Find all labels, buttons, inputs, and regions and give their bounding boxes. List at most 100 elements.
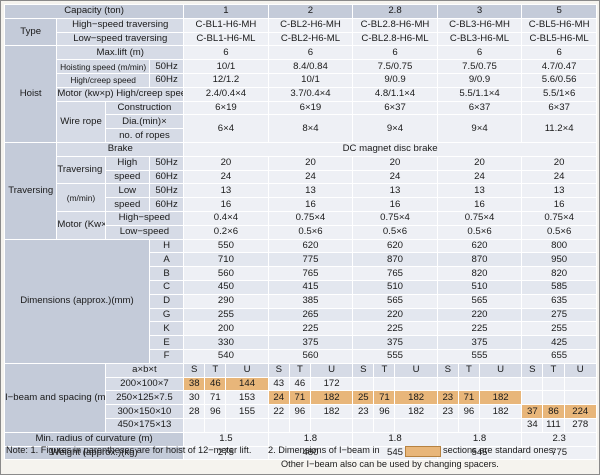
trav-high-60-row: speed 60Hz 24 24 24 24 24	[5, 169, 597, 185]
ibeam-spacing-value: 71	[373, 390, 396, 406]
model-cell: C-BL1-H6-MH	[183, 17, 269, 33]
dimension-key: D	[148, 293, 185, 309]
construction-value: 6×19	[183, 100, 269, 116]
dimensions-label: Dimensions (approx.)(mm)	[4, 238, 150, 364]
stu-header: U	[563, 362, 598, 378]
ibeam-spacing-value: 182	[478, 390, 523, 406]
ibeam-label: I−beam and spacing (mm)	[4, 362, 106, 433]
speed-value: 12/1.2	[183, 72, 269, 88]
note-2-cont: sections are standard ones.	[443, 445, 556, 455]
model-cell: C-BL5-H6-ML	[521, 31, 597, 47]
capacity-value: 2	[267, 4, 354, 19]
ibeam-spacing-value: 182	[309, 390, 354, 406]
low-speed-label: Low−speed	[104, 224, 185, 240]
speed-label: speed	[104, 169, 150, 185]
ibeam-spacing-value	[267, 417, 290, 433]
dia-value: 11.2×4	[521, 114, 597, 143]
ibeam-size: 450×175×13	[104, 417, 185, 433]
ibeam-spacing-value: 96	[373, 404, 396, 419]
dimension-value: 635	[521, 293, 597, 309]
ibeam-spacing-value: 71	[204, 390, 227, 406]
highlight-swatch	[405, 446, 441, 457]
trav-high-50-row: Traversing motor High 50Hz 20 20 20 20 2…	[5, 155, 597, 185]
capacity-value: 3	[436, 4, 523, 19]
motor-kw-value: 0.5×6	[352, 224, 438, 240]
trav-low-60-row: speed 60Hz 16 16 16 16 16	[5, 197, 597, 212]
high-speed-traversing-label: High−speed traversing	[56, 17, 185, 33]
trav-low-50-row: (m/min) Low 50Hz 13 13 13 13 13	[5, 183, 597, 212]
ibeam-spacing-value	[309, 417, 354, 433]
ibeam-spacing-value: 182	[309, 404, 354, 419]
model-cell: C-BL2-H6-ML	[267, 31, 354, 47]
low-label: Low	[104, 183, 150, 199]
note-1: Note: 1. Figures in parentheses are for …	[6, 445, 252, 455]
dimension-value: 620	[436, 238, 523, 254]
ibeam-spacing-value: 43	[267, 376, 290, 392]
weight-value: 545	[436, 445, 523, 461]
trav-value: 24	[436, 169, 523, 185]
dimension-value: 200	[183, 321, 269, 337]
max-lift-label: Max.lift (m)	[56, 45, 185, 61]
dimension-key: C	[148, 279, 185, 295]
hoist-motor-row: Motor (kw×p) High/creep speed 2.4/0.4×4 …	[5, 86, 597, 102]
ibeam-spacing-value: 38	[183, 376, 206, 392]
dimension-value: 550	[183, 238, 269, 254]
dimension-value: 255	[183, 307, 269, 323]
radius-value: 1.5	[183, 431, 269, 447]
brake-row: Traversing Brake DC magnet disc brake	[3, 141, 597, 240]
dimension-value: 620	[352, 238, 438, 254]
motor-kw-value: 0.5×6	[436, 224, 523, 240]
ibeam-spacing-value	[436, 417, 459, 433]
ibeam-spacing-value: 96	[204, 404, 227, 419]
speed-value: 7.5/0.75	[436, 59, 523, 74]
construction-row: Wire rope Construction 6×19 6×19 6×37 6×…	[5, 100, 597, 143]
dimension-value: 265	[267, 307, 354, 323]
trav-value: 13	[521, 183, 597, 199]
dimension-value: 555	[436, 348, 523, 364]
radius-value: 1.8	[352, 431, 438, 447]
ibeam-spacing-value: 155	[225, 404, 269, 419]
hoisting-speed-50-row: Hoisting speed (m/min) 50Hz 10/1 8.4/0.8…	[5, 59, 597, 74]
dia-label: Dia.(min)×	[104, 114, 185, 130]
trav-value: 13	[436, 183, 523, 199]
weight-label: Weight (approx.)(kg)	[3, 445, 185, 461]
ibeam-spacing-value: 71	[288, 390, 311, 406]
stu-header: S	[521, 362, 544, 378]
model-cell: C-BL5-H6-MH	[521, 17, 597, 33]
hz-label: 50Hz	[148, 183, 185, 199]
stu-header: T	[288, 362, 311, 378]
ibeam-spacing-value: 24	[267, 390, 290, 406]
trav-value: 16	[267, 197, 354, 212]
ibeam-row: 200×100×7 38 46 144 43 46 172	[5, 376, 598, 392]
ibeam-spacing-value: 172	[309, 376, 354, 392]
trav-value: 16	[521, 197, 597, 212]
ibeam-spacing-value	[478, 417, 523, 433]
ibeam-size: 250×125×7.5	[104, 390, 185, 406]
speed-value: 10/1	[267, 72, 354, 88]
hoisting-speed-label: Hoisting speed (m/min)	[56, 59, 150, 74]
dimension-key: B	[148, 266, 185, 281]
ibeam-spacing-value: 278	[563, 417, 598, 433]
max-lift-value: 6	[436, 45, 523, 61]
ibeam-row: 300×150×10 28 96 155 22 96 182 23 96 182 23 96 182 37…	[5, 404, 598, 419]
dimension-value: 820	[521, 266, 597, 281]
trav-value: 20	[267, 155, 354, 171]
ibeam-spacing-value: 37	[521, 404, 544, 419]
speed-value: 10/1	[183, 59, 269, 74]
brake-label: Brake	[56, 141, 185, 157]
construction-value: 6×37	[352, 100, 438, 116]
radius-value: 1.8	[436, 431, 523, 447]
ibeam-spacing-value: 153	[225, 390, 269, 406]
motor-kw-value: 0.75×4	[352, 210, 438, 226]
ibeam-spacing-value: 86	[542, 404, 565, 419]
ibeam-spacing-value: 111	[542, 417, 565, 433]
stu-header: S	[436, 362, 459, 378]
hoist-motor-label: Motor (kw×p) High/creep speed	[56, 86, 185, 102]
motor-kw-value: 0.75×4	[521, 210, 597, 226]
dimension-value: 375	[267, 335, 354, 350]
motor-kw-value: 0.2×6	[183, 224, 269, 240]
dimension-value: 565	[436, 293, 523, 309]
ibeam-size: 300×150×10	[104, 404, 185, 419]
type-label: Type	[3, 17, 58, 47]
trav-value: 20	[352, 155, 438, 171]
